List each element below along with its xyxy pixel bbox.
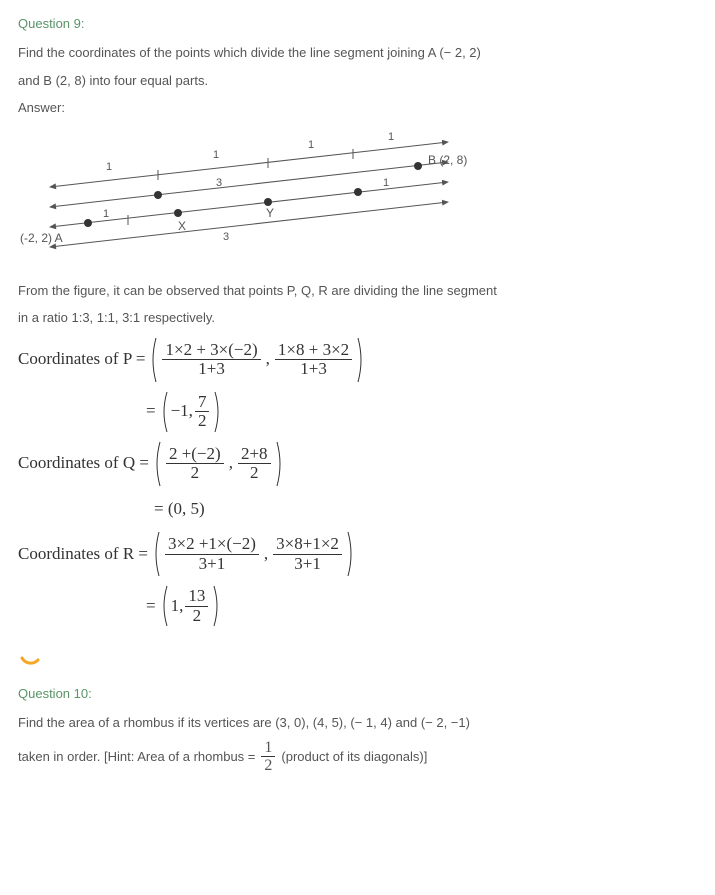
svg-text:1: 1 bbox=[103, 208, 109, 220]
loading-spinner-icon bbox=[18, 640, 697, 673]
coord-P-result: = −1, 72 bbox=[146, 390, 697, 434]
diagram-label-X: X bbox=[178, 219, 186, 233]
svg-text:1: 1 bbox=[213, 149, 219, 161]
coord-R-result: = 1, 132 bbox=[146, 584, 697, 628]
q10-text-line1: Find the area of a rhombus if its vertic… bbox=[18, 711, 697, 734]
svg-text:1: 1 bbox=[383, 177, 389, 189]
svg-text:1: 1 bbox=[388, 132, 394, 143]
q9-text-line1: Find the coordinates of the points which… bbox=[18, 41, 697, 64]
q9-observation-line2: in a ratio 1:3, 1:1, 3:1 respectively. bbox=[18, 306, 697, 329]
coord-Q-result: = (0, 5) bbox=[154, 494, 697, 525]
svg-text:3: 3 bbox=[223, 231, 229, 243]
question-9-heading: Question 9: bbox=[18, 12, 697, 35]
coord-Q-formula: Coordinates of Q = 2 +(−2)2 , 2+82 bbox=[18, 440, 697, 488]
svg-text:3: 3 bbox=[216, 177, 222, 189]
coord-P-formula: Coordinates of P = 1×2 + 3×(−2)1+3 , 1×8… bbox=[18, 336, 697, 384]
line-segment-diagram: (-2, 2) A B (2, 8) X Y 1 1 1 1 1 1 3 3 bbox=[18, 132, 697, 269]
q9-observation-line1: From the figure, it can be observed that… bbox=[18, 279, 697, 302]
diagram-label-A: (-2, 2) A bbox=[20, 231, 63, 245]
coord-R-formula: Coordinates of R = 3×2 +1×(−2)3+1 , 3×8+… bbox=[18, 530, 697, 578]
q9-text-line2: and B (2, 8) into four equal parts. bbox=[18, 69, 697, 92]
svg-text:1: 1 bbox=[308, 139, 314, 151]
svg-text:1: 1 bbox=[106, 161, 112, 173]
diagram-label-B: B (2, 8) bbox=[428, 153, 467, 167]
diagram-label-Y: Y bbox=[266, 206, 274, 220]
answer-label: Answer: bbox=[18, 96, 697, 119]
question-10-heading: Question 10: bbox=[18, 682, 697, 705]
q10-hint-line: taken in order. [Hint: Area of a rhombus… bbox=[18, 739, 697, 775]
